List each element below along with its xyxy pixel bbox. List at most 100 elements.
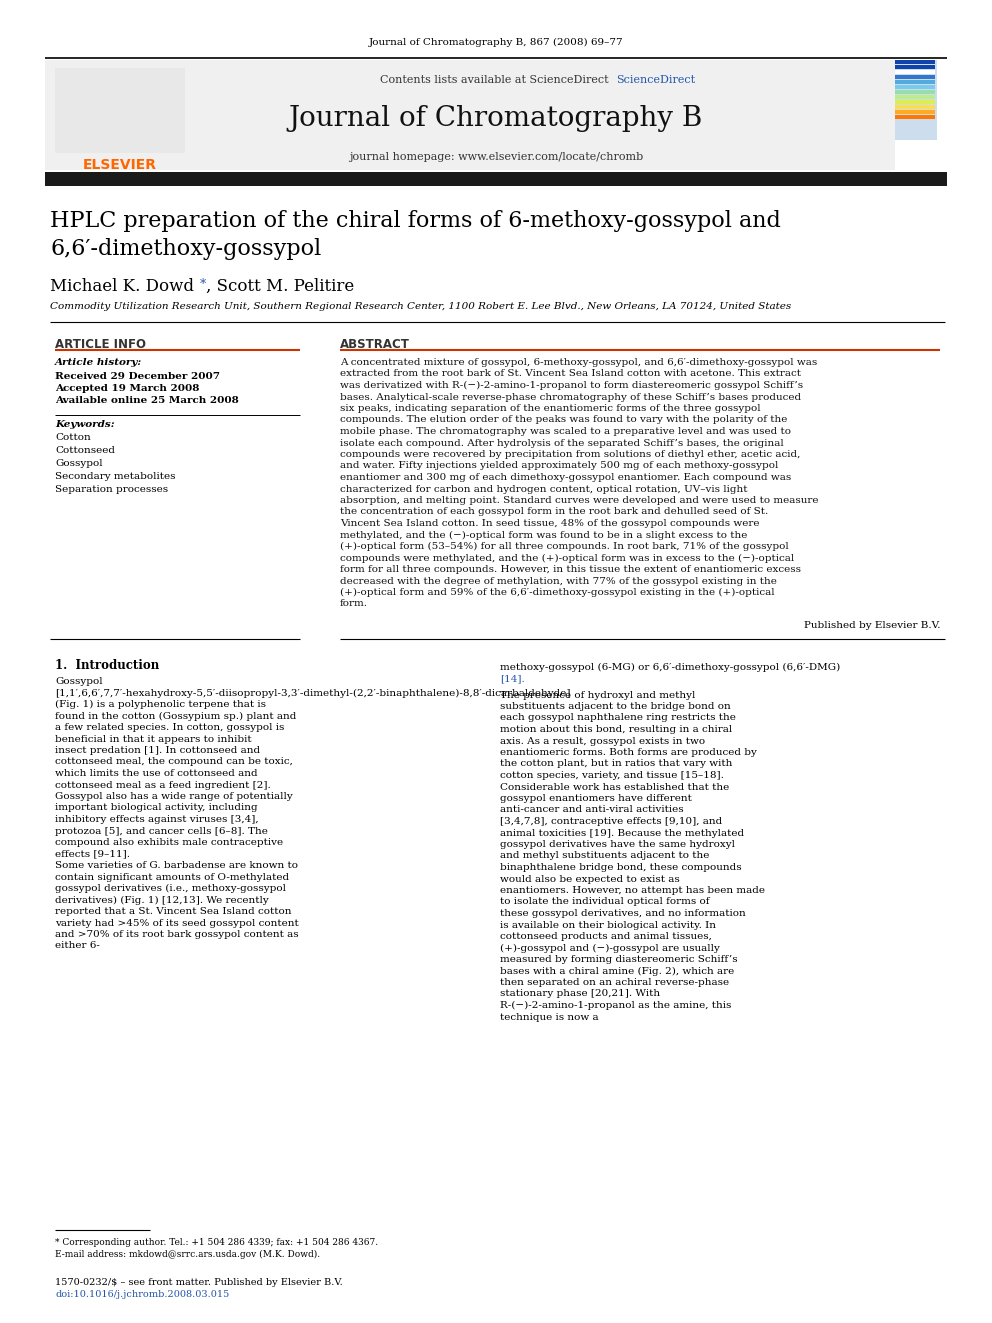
Text: enantiomer and 300 mg of each dimethoxy-gossypol enantiomer. Each compound was: enantiomer and 300 mg of each dimethoxy-… (340, 474, 792, 482)
Text: either 6-: either 6- (55, 942, 100, 950)
Text: insect predation [1]. In cottonseed and: insect predation [1]. In cottonseed and (55, 746, 260, 755)
Text: (+)-optical form (53–54%) for all three compounds. In root bark, 71% of the goss: (+)-optical form (53–54%) for all three … (340, 542, 789, 552)
Text: [3,4,7,8], contraceptive effects [9,10], and: [3,4,7,8], contraceptive effects [9,10],… (500, 818, 722, 826)
Text: mobile phase. The chromatography was scaled to a preparative level and was used : mobile phase. The chromatography was sca… (340, 427, 791, 437)
Text: cottonseed products and animal tissues,: cottonseed products and animal tissues, (500, 931, 712, 941)
Text: is available on their biological activity. In: is available on their biological activit… (500, 921, 716, 930)
Text: Journal of Chromatography B: Journal of Chromatography B (289, 105, 703, 132)
Bar (937, 60, 992, 140)
Text: gossypol derivatives (i.e., methoxy-gossypol: gossypol derivatives (i.e., methoxy-goss… (55, 884, 286, 893)
Text: isolate each compound. After hydrolysis of the separated Schiff’s bases, the ori: isolate each compound. After hydrolysis … (340, 438, 784, 447)
Text: * Corresponding author. Tel.: +1 504 286 4339; fax: +1 504 286 4367.: * Corresponding author. Tel.: +1 504 286… (55, 1238, 378, 1248)
Bar (895, 115, 935, 119)
Text: Published by Elsevier B.V.: Published by Elsevier B.V. (804, 620, 940, 630)
Bar (895, 60, 935, 64)
Bar (895, 75, 935, 79)
Text: , Scott M. Pelitire: , Scott M. Pelitire (206, 278, 354, 295)
Text: Considerable work has established that the: Considerable work has established that t… (500, 782, 729, 791)
Text: Michael K. Dowd: Michael K. Dowd (50, 278, 194, 295)
Text: gossypol derivatives have the same hydroxyl: gossypol derivatives have the same hydro… (500, 840, 735, 849)
Text: which limits the use of cottonseed and: which limits the use of cottonseed and (55, 769, 258, 778)
Text: Article history:: Article history: (55, 359, 142, 366)
Text: Cottonseed: Cottonseed (55, 446, 115, 455)
Bar (895, 60, 992, 140)
Text: Available online 25 March 2008: Available online 25 March 2008 (55, 396, 239, 405)
Text: methoxy-gossypol (6-MG) or 6,6′-dimethoxy-gossypol (6,6′-DMG): methoxy-gossypol (6-MG) or 6,6′-dimethox… (500, 663, 840, 672)
Text: compounds were recovered by precipitation from solutions of diethyl ether, aceti: compounds were recovered by precipitatio… (340, 450, 801, 459)
Text: and water. Fifty injections yielded approximately 500 mg of each methoxy-gossypo: and water. Fifty injections yielded appr… (340, 462, 779, 471)
Bar (895, 90, 935, 94)
Text: compound also exhibits male contraceptive: compound also exhibits male contraceptiv… (55, 837, 283, 847)
Text: ELSEVIER: ELSEVIER (83, 157, 157, 172)
Text: 1.  Introduction: 1. Introduction (55, 659, 160, 672)
Text: Secondary metabolites: Secondary metabolites (55, 472, 176, 482)
Text: found in the cotton (Gossypium sp.) plant and: found in the cotton (Gossypium sp.) plan… (55, 712, 297, 721)
Text: Cotton: Cotton (55, 433, 90, 442)
Text: would also be expected to exist as: would also be expected to exist as (500, 875, 680, 884)
Text: a few related species. In cotton, gossypol is: a few related species. In cotton, gossyp… (55, 722, 285, 732)
Text: Contents lists available at ScienceDirect: Contents lists available at ScienceDirec… (380, 75, 612, 85)
Text: substituents adjacent to the bridge bond on: substituents adjacent to the bridge bond… (500, 703, 731, 710)
Bar (895, 70, 935, 74)
Text: cottonseed meal, the compound can be toxic,: cottonseed meal, the compound can be tox… (55, 758, 293, 766)
Text: characterized for carbon and hydrogen content, optical rotation, UV–vis light: characterized for carbon and hydrogen co… (340, 484, 748, 493)
Bar (895, 110, 935, 114)
Text: form.: form. (340, 599, 368, 609)
Bar (895, 85, 935, 89)
Text: [14].: [14]. (500, 675, 525, 684)
Text: cotton species, variety, and tissue [15–18].: cotton species, variety, and tissue [15–… (500, 771, 724, 781)
Text: Received 29 December 2007: Received 29 December 2007 (55, 372, 220, 381)
Text: Gossypol: Gossypol (55, 459, 102, 468)
Text: to isolate the individual optical forms of: to isolate the individual optical forms … (500, 897, 709, 906)
Text: axis. As a result, gossypol exists in two: axis. As a result, gossypol exists in tw… (500, 737, 705, 745)
Bar (45, 60, 205, 169)
Bar (45, 172, 947, 187)
Text: Journal of Chromatography B, 867 (2008) 69–77: Journal of Chromatography B, 867 (2008) … (369, 38, 623, 48)
Bar (895, 65, 935, 69)
Text: compounds. The elution order of the peaks was found to vary with the polarity of: compounds. The elution order of the peak… (340, 415, 788, 425)
Text: Gossypol: Gossypol (55, 677, 102, 687)
Bar (55, 67, 185, 153)
Text: Accepted 19 March 2008: Accepted 19 March 2008 (55, 384, 199, 393)
Text: methylated, and the (−)-optical form was found to be in a slight excess to the: methylated, and the (−)-optical form was… (340, 531, 747, 540)
Text: Keywords:: Keywords: (55, 419, 115, 429)
Bar (45, 60, 895, 169)
Text: was derivatized with R-(−)-2-amino-1-propanol to form diastereomeric gossypol Sc: was derivatized with R-(−)-2-amino-1-pro… (340, 381, 804, 390)
Text: R-(−)-2-amino-1-propanol as the amine, this: R-(−)-2-amino-1-propanol as the amine, t… (500, 1002, 731, 1011)
Text: bases with a chiral amine (Fig. 2), which are: bases with a chiral amine (Fig. 2), whic… (500, 967, 734, 975)
Text: [1,1′,6,6′,7,7′-hexahydroxy-5,5′-diisopropyl-3,3′-dimethyl-(2,2′-binaphthalene)-: [1,1′,6,6′,7,7′-hexahydroxy-5,5′-diisopr… (55, 688, 570, 697)
Text: ABSTRACT: ABSTRACT (340, 337, 410, 351)
Text: these gossypol derivatives, and no information: these gossypol derivatives, and no infor… (500, 909, 746, 918)
Bar (895, 101, 935, 105)
Text: and >70% of its root bark gossypol content as: and >70% of its root bark gossypol conte… (55, 930, 299, 939)
Text: The presence of hydroxyl and methyl: The presence of hydroxyl and methyl (500, 691, 695, 700)
Text: (+)-gossypol and (−)-gossypol are usually: (+)-gossypol and (−)-gossypol are usuall… (500, 943, 720, 953)
Text: absorption, and melting point. Standard curves were developed and were used to m: absorption, and melting point. Standard … (340, 496, 818, 505)
Text: each gossypol naphthalene ring restricts the: each gossypol naphthalene ring restricts… (500, 713, 736, 722)
Text: reported that a St. Vincent Sea Island cotton: reported that a St. Vincent Sea Island c… (55, 908, 292, 916)
Text: Gossypol also has a wide range of potentially: Gossypol also has a wide range of potent… (55, 792, 293, 800)
Text: motion about this bond, resulting in a chiral: motion about this bond, resulting in a c… (500, 725, 732, 734)
Text: Some varieties of G. barbadense are known to: Some varieties of G. barbadense are know… (55, 861, 298, 871)
Text: HPLC preparation of the chiral forms of 6-methoxy-gossypol and: HPLC preparation of the chiral forms of … (50, 210, 781, 232)
Text: gossypol enantiomers have different: gossypol enantiomers have different (500, 794, 691, 803)
Text: form for all three compounds. However, in this tissue the extent of enantiomeric: form for all three compounds. However, i… (340, 565, 801, 574)
Text: (+)-optical form and 59% of the 6,6′-dimethoxy-gossypol existing in the (+)-opti: (+)-optical form and 59% of the 6,6′-dim… (340, 587, 775, 597)
Text: derivatives) (Fig. 1) [12,13]. We recently: derivatives) (Fig. 1) [12,13]. We recent… (55, 896, 269, 905)
Text: animal toxicities [19]. Because the methylated: animal toxicities [19]. Because the meth… (500, 828, 744, 837)
Text: doi:10.1016/j.jchromb.2008.03.015: doi:10.1016/j.jchromb.2008.03.015 (55, 1290, 229, 1299)
Text: the cotton plant, but in ratios that vary with: the cotton plant, but in ratios that var… (500, 759, 732, 769)
Text: Separation processes: Separation processes (55, 486, 168, 493)
Text: cottonseed meal as a feed ingredient [2].: cottonseed meal as a feed ingredient [2]… (55, 781, 271, 790)
Text: important biological activity, including: important biological activity, including (55, 803, 258, 812)
Bar (895, 79, 935, 83)
Text: measured by forming diastereomeric Schiff’s: measured by forming diastereomeric Schif… (500, 955, 738, 964)
Text: journal homepage: www.elsevier.com/locate/chromb: journal homepage: www.elsevier.com/locat… (349, 152, 643, 161)
Text: and methyl substituents adjacent to the: and methyl substituents adjacent to the (500, 852, 709, 860)
Text: stationary phase [20,21]. With: stationary phase [20,21]. With (500, 990, 660, 999)
Text: binaphthalene bridge bond, these compounds: binaphthalene bridge bond, these compoun… (500, 863, 742, 872)
Text: 6,6′-dimethoxy-gossypol: 6,6′-dimethoxy-gossypol (50, 238, 321, 261)
Text: (Fig. 1) is a polyphenolic terpene that is: (Fig. 1) is a polyphenolic terpene that … (55, 700, 266, 709)
Bar (895, 105, 935, 108)
Text: decreased with the degree of methylation, with 77% of the gossypol existing in t: decreased with the degree of methylation… (340, 577, 777, 586)
